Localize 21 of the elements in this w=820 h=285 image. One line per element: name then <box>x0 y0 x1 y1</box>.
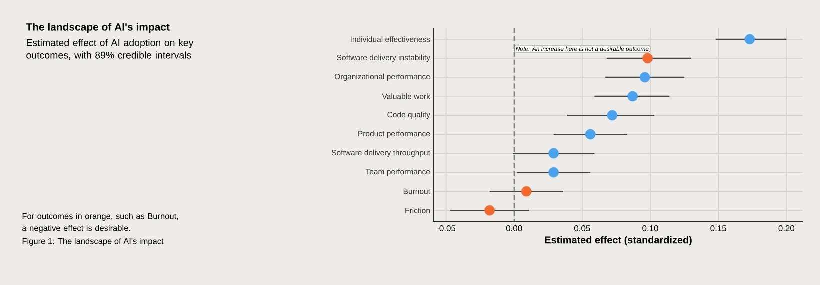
text: Estimated effect of AI adoption on key outcomes, with 89% credible intervals <box>26 39 194 60</box>
point <box>642 53 653 64</box>
x-tick-label: 0.10 <box>642 226 658 232</box>
text: For outcomes in orange, such as Burnout, a negative effect is desirable. <box>22 213 178 233</box>
x-axis-title: Estimated effect (standardized) <box>545 236 692 246</box>
point <box>640 72 650 83</box>
x-tick-label: 0.15 <box>710 226 726 232</box>
point <box>607 110 618 121</box>
point <box>521 186 532 197</box>
point <box>744 34 756 45</box>
point <box>585 129 596 140</box>
point <box>628 91 638 102</box>
point <box>548 167 560 178</box>
caption: Figure 1: The landscape of AI's impact <box>22 238 164 246</box>
x-tick-label: 0.05 <box>574 226 590 232</box>
text: The landscape of AI's impact <box>26 23 170 33</box>
x-tick-label: 0.00 <box>506 226 522 232</box>
point <box>548 148 560 159</box>
point <box>484 205 496 216</box>
x-tick-label: -0.05 <box>436 226 456 232</box>
x-tick-label: 0.20 <box>778 226 795 232</box>
